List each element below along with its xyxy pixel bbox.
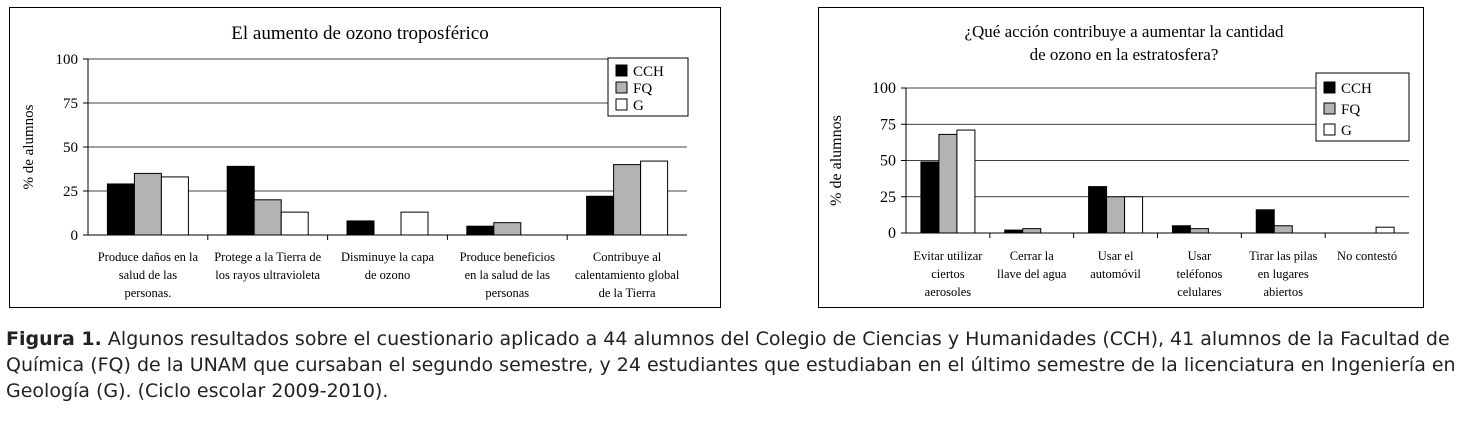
legend-label-fq: FQ (1341, 102, 1360, 118)
bar-g (280, 211, 309, 236)
x-category-label: aerosoles (925, 285, 972, 299)
figure-caption: Figura 1. Algunos resultados sobre el cu… (6, 326, 1466, 404)
bar-fq (1273, 225, 1293, 234)
y-tick-label: 25 (880, 189, 896, 206)
bar-g (640, 160, 669, 236)
legend-swatch-cch (1323, 81, 1336, 94)
chart-title: ¿Qué acción contribuye a aumentar la can… (964, 22, 1284, 41)
legend-swatch-fq (1323, 102, 1336, 115)
x-category-label: Tirar las pilas (1249, 249, 1317, 263)
y-tick-label: 50 (63, 140, 78, 156)
x-category-label: Protege a la Tierra de (214, 250, 321, 264)
bar-cch (346, 220, 375, 236)
bar-cch (1004, 229, 1024, 234)
chart-left-svg: El aumento de ozono troposférico 0 25 50 75 1… (21, 23, 689, 300)
bar-fq (938, 133, 958, 234)
caption-text: Algunos resultados sobre el cuestionario… (6, 328, 1456, 402)
legend-label-g: G (633, 98, 644, 114)
bar-cch (1255, 209, 1275, 234)
x-category-label: Evitar utilizar (913, 249, 983, 263)
x-category-label: ciertos (931, 267, 964, 281)
bar-g (1124, 196, 1144, 234)
y-tick-label: 100 (872, 80, 896, 97)
x-category-label: de ozono (365, 268, 410, 282)
x-category-label: Contribuye al (593, 250, 662, 264)
legend-label-fq: FQ (633, 81, 652, 97)
x-category-label: personas. (124, 286, 171, 300)
bar-cch (226, 165, 255, 236)
y-tick-label: 100 (56, 52, 79, 68)
legend-swatch-g (1323, 123, 1336, 136)
y-tick-label: 75 (63, 96, 78, 112)
y-tick-label: 75 (880, 116, 896, 133)
bar-cch (106, 183, 135, 236)
x-category-label: celulares (1177, 285, 1222, 299)
bar-cch (920, 161, 940, 234)
bar-fq (1189, 228, 1209, 234)
bar-g (160, 176, 189, 236)
chart-title: de ozono en la estratosfera? (1030, 45, 1219, 64)
chart-ozono-troposferico: El aumento de ozono troposférico 0 25 50 75 1… (9, 7, 721, 308)
y-tick-label: 50 (880, 153, 896, 170)
x-category-label: No contestó (1337, 249, 1397, 263)
bar-cch (1171, 225, 1191, 234)
x-category-label: en la salud de las (465, 268, 551, 282)
chart-right-svg: ¿Qué acción contribuye a aumentar la can… (828, 22, 1410, 299)
bar-g (1375, 226, 1395, 234)
caption-label: Figura 1. (6, 328, 102, 350)
legend-swatch-g (615, 98, 628, 111)
y-tick-label: 0 (888, 225, 896, 242)
bar-g (956, 129, 976, 234)
bar-fq (493, 222, 522, 236)
y-tick-label: 0 (71, 228, 79, 244)
bar-cch (466, 225, 495, 236)
bar-fq (133, 172, 162, 236)
bar-fq (253, 199, 282, 236)
legend-swatch-cch (615, 64, 628, 77)
bar-g (400, 211, 429, 236)
legend-swatch-fq (615, 81, 628, 94)
y-tick-label: 25 (63, 184, 78, 200)
bar-cch (1088, 186, 1108, 234)
x-category-label: automóvil (1090, 267, 1141, 281)
x-category-label: Usar el (1098, 249, 1134, 263)
x-category-label: en lugares (1258, 267, 1309, 281)
x-category-label: Cerrar la (1010, 249, 1055, 263)
x-category-label: calentamiento global (575, 268, 680, 282)
x-category-label: los rayos ultravioleta (215, 268, 320, 282)
y-axis-label: % de alumnos (21, 104, 37, 189)
legend-label-cch: CCH (633, 64, 664, 80)
x-category-label: salud de las (119, 268, 177, 282)
bar-fq (1022, 228, 1042, 234)
x-category-label: Produce beneficios (460, 250, 556, 264)
chart-title: El aumento de ozono troposférico (231, 23, 488, 44)
x-category-label: Produce daños en la (98, 250, 199, 264)
x-category-label: llave del agua (997, 267, 1067, 281)
x-category-label: teléfonos (1177, 267, 1223, 281)
chart-ozono-estratosfera: ¿Qué acción contribuye a aumentar la can… (818, 7, 1424, 308)
x-category-label: Disminuye la capa (341, 250, 434, 264)
x-category-label: personas (485, 286, 529, 300)
x-category-label: de la Tierra (599, 286, 656, 300)
legend-label-g: G (1341, 123, 1352, 139)
bar-cch (586, 195, 615, 236)
y-axis-label: % de alumnos (828, 115, 845, 206)
legend-label-cch: CCH (1341, 81, 1372, 97)
x-category-label: Usar (1188, 249, 1212, 263)
bar-fq (613, 164, 642, 236)
x-category-label: abiertos (1263, 285, 1303, 299)
bar-fq (1106, 196, 1126, 234)
